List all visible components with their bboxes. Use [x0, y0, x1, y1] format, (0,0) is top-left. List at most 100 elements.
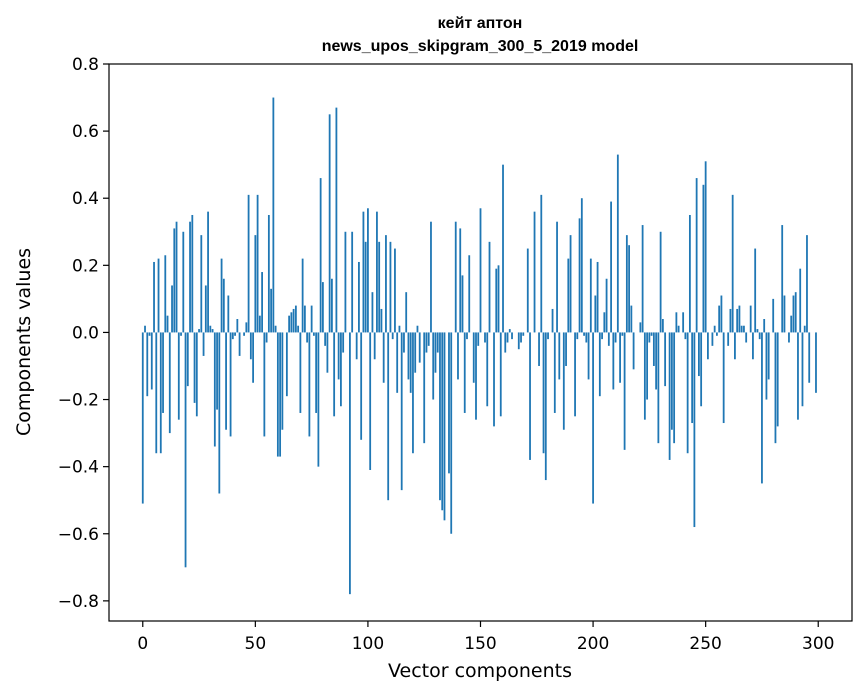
bar-26: [200, 235, 203, 333]
bar-18: [182, 231, 185, 333]
bar-54: [263, 332, 266, 437]
bar-128: [430, 221, 432, 333]
bar-222: [641, 225, 644, 333]
bar-184: [556, 221, 558, 333]
bar-95: [355, 332, 358, 360]
bar-275: [761, 332, 763, 484]
bar-85: [333, 332, 336, 417]
bar-57: [270, 288, 273, 333]
bar-209: [612, 332, 615, 390]
bar-104: [376, 211, 378, 333]
bar-119: [409, 332, 412, 393]
bar-268: [745, 332, 748, 343]
bar-36: [222, 278, 225, 333]
bar-129: [432, 332, 435, 400]
chart-subtitle: news_upos_skipgram_300_5_2019 model: [322, 38, 639, 55]
bar-93: [351, 231, 354, 333]
bar-164: [511, 332, 513, 340]
bar-176: [538, 332, 540, 366]
bar-120: [412, 332, 414, 454]
bar-193: [576, 332, 579, 340]
bar-35: [220, 258, 223, 333]
bar-187: [562, 332, 565, 430]
y-tick-label: 0.0: [72, 323, 99, 343]
x-tick-label: 150: [464, 634, 496, 654]
bar-210: [614, 332, 617, 343]
plot-frame: [108, 63, 853, 622]
bar-90: [344, 231, 347, 333]
bar-125: [423, 332, 426, 444]
bar-141: [459, 228, 462, 333]
bar-161: [504, 332, 507, 353]
bar-49: [252, 332, 254, 383]
bar-267: [743, 325, 745, 333]
bar-126: [425, 332, 428, 353]
bar-194: [578, 218, 581, 333]
bar-121: [414, 332, 417, 373]
bar-15: [175, 221, 178, 333]
y-tick-label: 0.2: [72, 256, 99, 276]
y-axis-label: Components values: [13, 248, 35, 436]
bar-277: [765, 332, 768, 400]
bar-150: [479, 208, 482, 333]
bar-60: [276, 332, 279, 457]
bar-34: [218, 332, 221, 494]
bar-112: [394, 248, 396, 333]
bar-69: [297, 325, 300, 333]
bar-16: [177, 332, 180, 420]
bar-48: [249, 332, 252, 360]
bar-223: [643, 332, 646, 420]
bar-201: [594, 295, 597, 333]
bar-50: [254, 235, 257, 333]
bar-237: [675, 312, 678, 333]
bar-197: [585, 332, 588, 343]
bar-247: [698, 332, 700, 377]
bar-291: [797, 332, 799, 420]
bar-274: [758, 332, 761, 340]
bar-153: [486, 332, 489, 407]
bar-253: [711, 332, 714, 346]
bar-72: [303, 305, 306, 333]
bar-211: [616, 154, 619, 333]
bar-299: [815, 332, 817, 393]
bar-139: [454, 221, 457, 333]
bar-284: [781, 225, 784, 333]
bar-224: [646, 332, 649, 400]
bar-30: [209, 325, 212, 333]
bar-130: [434, 332, 437, 373]
bar-13: [171, 285, 173, 333]
bar-254: [713, 325, 716, 333]
bar-214: [623, 332, 626, 450]
bar-137: [450, 332, 453, 534]
bar-196: [583, 332, 585, 336]
bar-232: [664, 332, 667, 387]
bar-169: [522, 332, 525, 336]
y-tick-label: 0.6: [72, 122, 99, 142]
bar-149: [477, 332, 480, 346]
bar-216: [628, 245, 630, 333]
bar-103: [373, 332, 376, 360]
bar-101: [369, 332, 372, 470]
bar-64: [285, 332, 288, 397]
bar-207: [607, 332, 610, 346]
bar-282: [776, 332, 779, 427]
bar-66: [290, 312, 293, 333]
bar-58: [272, 97, 275, 333]
bar-280: [772, 298, 775, 333]
bar-98: [362, 211, 365, 333]
y-axis-ticks: 0.8 0.6 0.4 0.2 0.0 −0.2 −0.4 −0.6 −0.8: [58, 55, 109, 612]
bar-70: [299, 332, 302, 413]
bar-241: [684, 332, 687, 340]
bar-251: [707, 332, 709, 360]
bar-243: [688, 214, 691, 333]
bar-235: [670, 332, 673, 430]
bar-127: [427, 332, 430, 346]
bar-78: [317, 332, 320, 467]
bar-108: [385, 235, 387, 333]
bar-92: [349, 332, 351, 595]
y-tick-label: 0.8: [72, 55, 99, 75]
bar-177: [540, 194, 543, 333]
bar-114: [398, 325, 401, 333]
bar-83: [328, 114, 331, 333]
bar-143: [463, 332, 466, 413]
